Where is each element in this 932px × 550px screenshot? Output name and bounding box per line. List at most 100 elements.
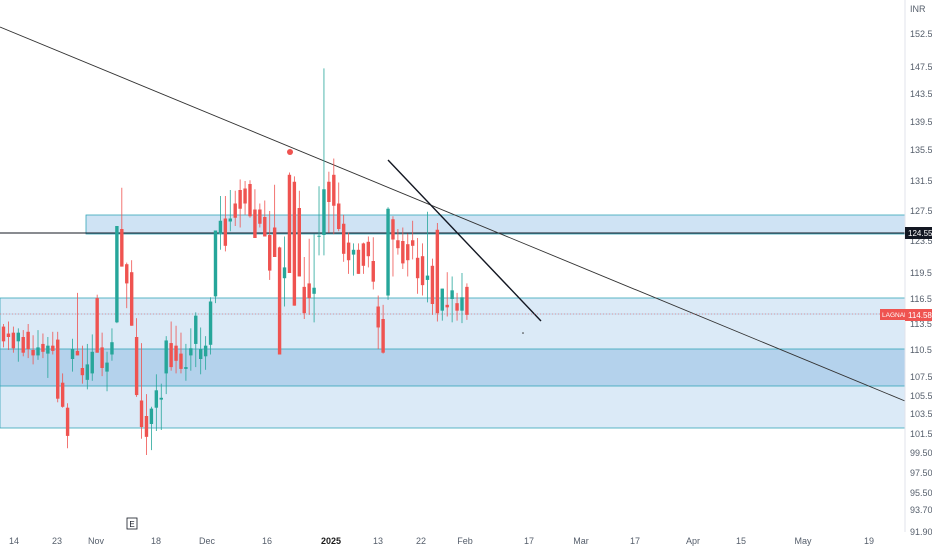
candle-up[interactable]: [282, 267, 287, 279]
candle-up[interactable]: [189, 348, 193, 356]
candle-down[interactable]: [465, 286, 469, 315]
candle-down[interactable]: [381, 319, 385, 353]
candle-down[interactable]: [26, 331, 30, 350]
earnings-event-marker[interactable]: E: [126, 517, 138, 530]
candle-down[interactable]: [277, 247, 282, 355]
candle-up[interactable]: [154, 390, 159, 408]
candle-down[interactable]: [95, 298, 99, 353]
candle-down[interactable]: [292, 181, 297, 306]
candle-down[interactable]: [302, 286, 306, 314]
candle-down[interactable]: [445, 304, 449, 308]
candle-down[interactable]: [272, 227, 277, 258]
candle-down[interactable]: [21, 337, 25, 353]
candle-up[interactable]: [110, 342, 114, 355]
candle-down[interactable]: [391, 219, 395, 240]
candle-up[interactable]: [218, 220, 223, 234]
candle-down[interactable]: [120, 229, 124, 267]
candle-down[interactable]: [223, 218, 228, 246]
long-trendline[interactable]: [0, 26, 906, 402]
candle-down[interactable]: [1, 326, 6, 342]
candle-down[interactable]: [258, 209, 262, 224]
candle-down[interactable]: [11, 332, 16, 349]
candle-down[interactable]: [337, 203, 341, 230]
candle-up[interactable]: [213, 230, 218, 297]
candle-down[interactable]: [396, 240, 400, 249]
candle-up[interactable]: [440, 288, 444, 311]
candle-down[interactable]: [297, 208, 301, 277]
candle-down[interactable]: [6, 333, 11, 337]
candle-up[interactable]: [208, 301, 213, 345]
candle-up[interactable]: [450, 290, 454, 299]
candle-down[interactable]: [129, 272, 134, 326]
candle-down[interactable]: [263, 217, 267, 237]
candle-down[interactable]: [80, 368, 85, 376]
candle-up[interactable]: [164, 340, 168, 374]
candle-down[interactable]: [60, 382, 65, 407]
candle-down[interactable]: [376, 306, 380, 328]
candle-down[interactable]: [287, 174, 292, 273]
candle-down[interactable]: [179, 353, 183, 369]
candle-up[interactable]: [36, 347, 40, 356]
candle-up[interactable]: [425, 275, 430, 280]
candle-down[interactable]: [406, 244, 410, 261]
candle-down[interactable]: [233, 203, 237, 218]
candle-down[interactable]: [56, 339, 60, 399]
candle-up[interactable]: [317, 235, 321, 237]
candle-down[interactable]: [100, 347, 104, 368]
candle-up[interactable]: [46, 345, 50, 354]
candle-down[interactable]: [41, 343, 45, 352]
candle-up[interactable]: [194, 315, 198, 344]
candle-down[interactable]: [346, 242, 351, 261]
candle-up[interactable]: [312, 287, 316, 294]
candle-down[interactable]: [169, 343, 173, 368]
candle-down[interactable]: [238, 190, 242, 209]
short-trendline[interactable]: [387, 159, 542, 322]
candle-up[interactable]: [386, 208, 390, 296]
candle-up[interactable]: [159, 397, 163, 400]
candle-down[interactable]: [435, 229, 440, 314]
candle-down[interactable]: [415, 257, 420, 279]
candle-up[interactable]: [115, 226, 119, 323]
candle-down[interactable]: [430, 265, 435, 304]
candle-down[interactable]: [401, 241, 405, 264]
candle-down[interactable]: [144, 416, 149, 437]
price-axis[interactable]: 152.50 147.50 143.50 139.50 135.50 131.50 127.…: [910, 29, 932, 537]
candle-up[interactable]: [85, 364, 90, 380]
candle-down[interactable]: [139, 400, 144, 428]
candle-down[interactable]: [366, 241, 371, 257]
candle-up[interactable]: [16, 332, 20, 342]
candle-up[interactable]: [70, 349, 75, 359]
candle-down[interactable]: [243, 188, 247, 204]
candle-down[interactable]: [420, 256, 425, 286]
candle-up[interactable]: [149, 408, 154, 424]
candle-up[interactable]: [199, 349, 203, 359]
candle-down[interactable]: [248, 184, 252, 217]
time-axis[interactable]: 14 23 Nov 18 Dec 16 2025 13 22 Feb 17 Mar 17 Apr 15 May…: [9, 536, 874, 546]
candle-down[interactable]: [174, 345, 178, 361]
candle-down[interactable]: [31, 350, 35, 356]
candle-down[interactable]: [327, 181, 331, 202]
candle-up[interactable]: [322, 189, 326, 235]
candle-down[interactable]: [371, 261, 375, 282]
candle-down[interactable]: [268, 235, 272, 271]
candle-down[interactable]: [410, 240, 415, 246]
candle-up[interactable]: [460, 297, 464, 311]
candle-down[interactable]: [356, 249, 361, 274]
candle-down[interactable]: [75, 350, 80, 356]
candle-down[interactable]: [361, 243, 366, 266]
candle-down[interactable]: [51, 345, 55, 351]
candle-up[interactable]: [203, 345, 208, 357]
candle-up[interactable]: [184, 367, 188, 369]
candle-down[interactable]: [125, 264, 129, 284]
candle-up[interactable]: [90, 351, 94, 374]
candle-down[interactable]: [253, 209, 257, 239]
candle-down[interactable]: [332, 174, 336, 206]
candle-up[interactable]: [228, 218, 232, 222]
candle-up[interactable]: [105, 362, 109, 372]
candle-up[interactable]: [351, 249, 356, 255]
candle-down[interactable]: [65, 407, 70, 436]
candle-down[interactable]: [341, 223, 346, 254]
candle-down[interactable]: [134, 337, 139, 396]
candle-down[interactable]: [455, 303, 459, 311]
